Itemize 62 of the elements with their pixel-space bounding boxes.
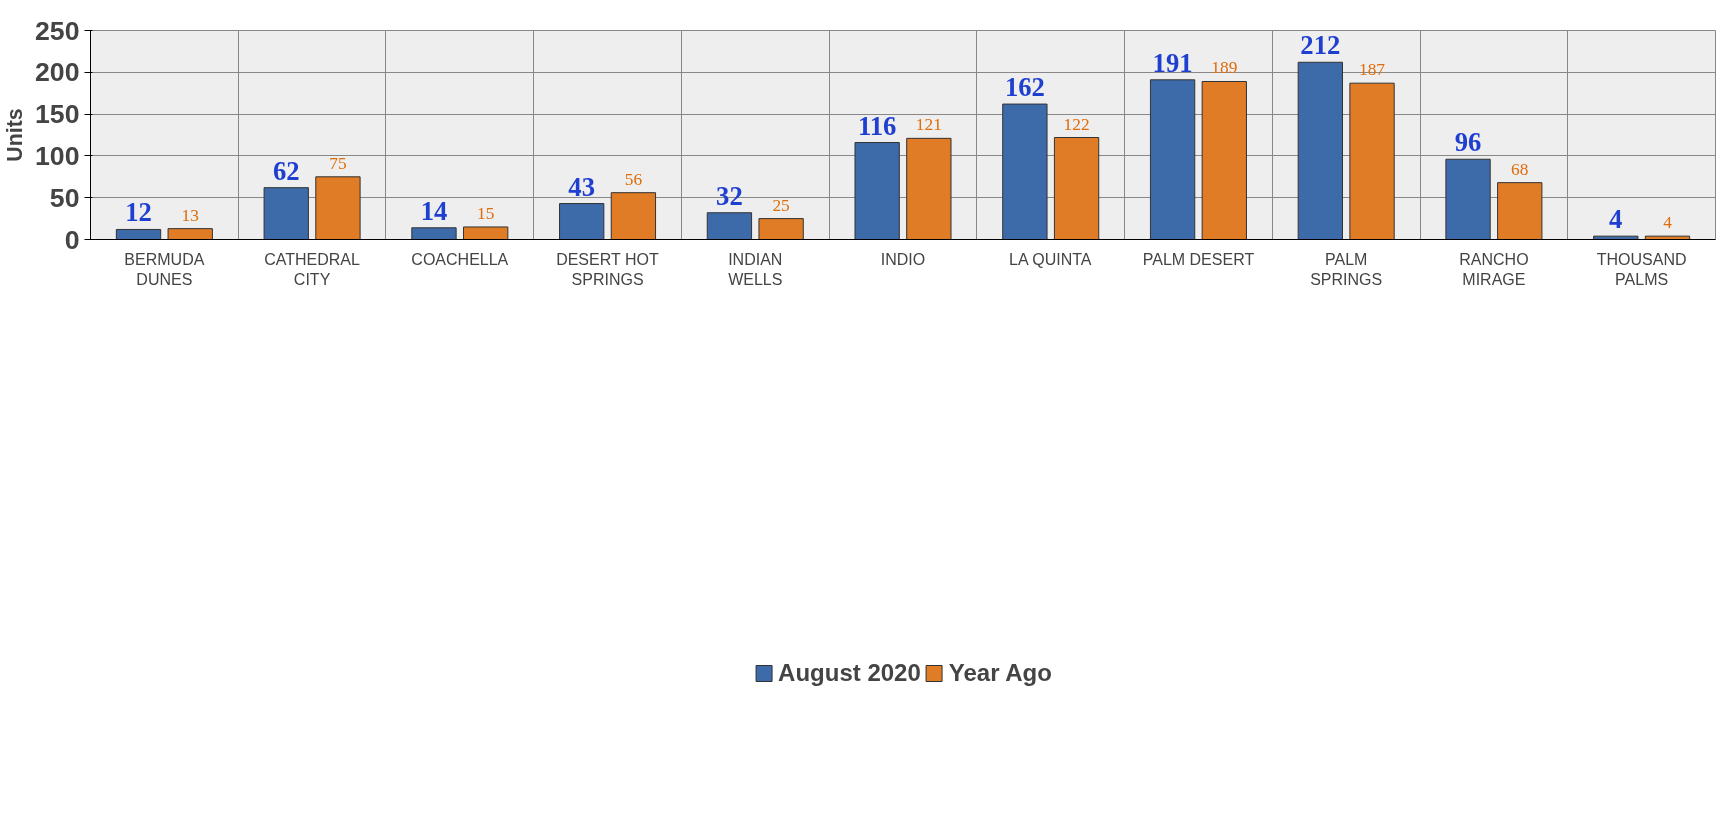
x-tick-label: INDIO — [880, 250, 926, 268]
data-label: 62 — [272, 155, 300, 186]
y-axis-title: Units — [3, 108, 28, 162]
bar — [1149, 79, 1196, 240]
data-label: 12 — [125, 197, 152, 228]
data-label: 191 — [1152, 47, 1193, 78]
bar — [1349, 82, 1395, 240]
bar — [411, 227, 457, 240]
data-label: 75 — [329, 153, 347, 173]
x-tick-label: RANCHO MIRAGE — [1459, 250, 1529, 288]
bar — [1201, 81, 1247, 240]
data-label: 4 — [1609, 204, 1623, 235]
bar — [559, 203, 605, 240]
bar — [315, 176, 361, 240]
data-label: 25 — [772, 195, 790, 215]
bar — [758, 218, 804, 240]
bar — [115, 228, 162, 240]
x-tick-label: THOUSAND PALMS — [1596, 250, 1687, 288]
x-tick-label: LA QUINTA — [1009, 250, 1092, 268]
data-label: 68 — [1511, 159, 1529, 179]
y-tick-label: 100 — [35, 140, 80, 171]
bar — [263, 187, 309, 240]
bar — [1497, 182, 1543, 240]
data-label: 14 — [420, 195, 448, 226]
data-label: 96 — [1454, 127, 1482, 158]
bar — [1002, 103, 1048, 240]
data-label: 189 — [1211, 58, 1238, 78]
y-tick-label: 200 — [35, 57, 80, 88]
bar — [906, 137, 952, 240]
x-tick-label: CATHEDRAL CITY — [264, 250, 361, 288]
data-label: 212 — [1300, 30, 1341, 61]
data-label: 187 — [1359, 60, 1386, 80]
legend-label: Year Ago — [948, 659, 1052, 687]
legend-label: August 2020 — [778, 659, 921, 687]
data-label: 43 — [568, 171, 596, 202]
bar — [610, 192, 657, 240]
data-label: 121 — [915, 115, 942, 135]
data-label: 4 — [1663, 213, 1673, 233]
y-tick-label: 150 — [35, 99, 80, 130]
x-tick-label: INDIAN WELLS — [728, 250, 783, 288]
data-label: 162 — [1004, 72, 1045, 103]
bar — [1445, 158, 1491, 240]
y-tick-label: 250 — [35, 15, 80, 46]
x-tick-label: DESERT HOT SPRINGS — [556, 250, 659, 288]
bar — [706, 212, 753, 240]
x-tick-label: BERMUDA DUNES — [124, 250, 205, 288]
bar — [463, 226, 509, 240]
bar — [1297, 61, 1343, 240]
data-label: 32 — [716, 180, 743, 211]
x-tick-label: COACHELLA — [411, 250, 509, 268]
y-tick-label: 0 — [64, 224, 80, 255]
x-tick-label: PALM SPRINGS — [1310, 250, 1383, 288]
data-label: 56 — [624, 169, 643, 189]
x-tick-label: PALM DESERT — [1142, 250, 1255, 268]
data-label: 122 — [1063, 114, 1090, 134]
data-label: 15 — [477, 203, 495, 223]
bar — [854, 142, 900, 240]
bar — [167, 228, 213, 240]
bar — [1053, 137, 1100, 240]
data-label: 13 — [181, 205, 199, 225]
y-tick-label: 50 — [49, 182, 80, 213]
data-label: 116 — [857, 110, 897, 141]
